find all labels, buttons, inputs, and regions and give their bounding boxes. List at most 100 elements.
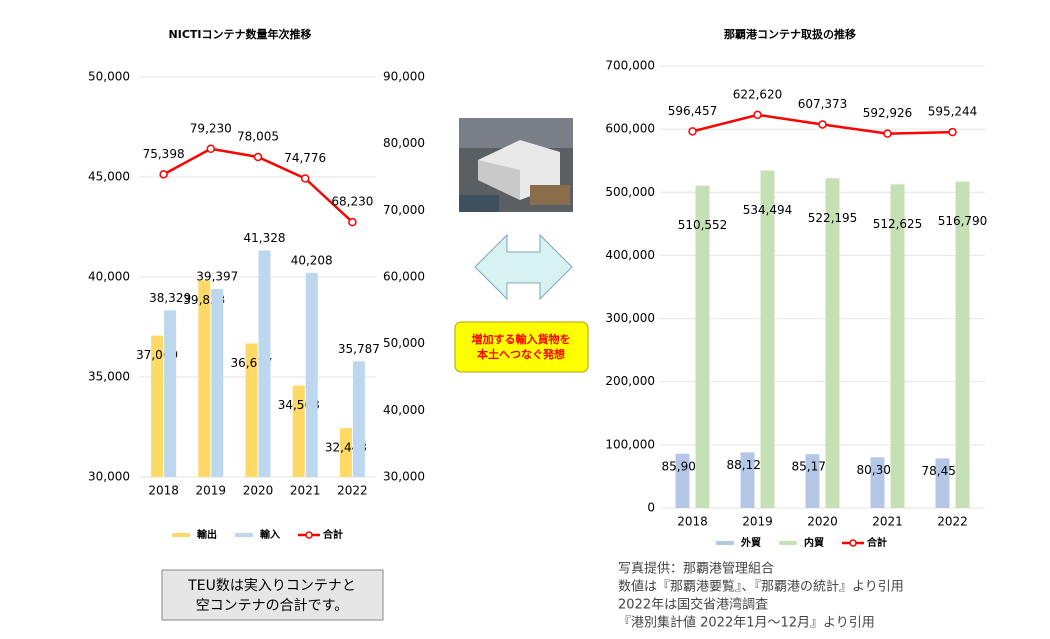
data-label: 74,776 <box>284 151 326 165</box>
line-marker <box>159 170 168 179</box>
note-text: 空コンテナの合計です。 <box>196 598 349 614</box>
legend-label: 輸入 <box>260 528 280 541</box>
credit-text: 2022年は国交省港湾調査 <box>618 597 768 613</box>
x-tick-label: 2018 <box>148 484 179 498</box>
y-tick-label: 35,000 <box>88 370 130 384</box>
data-label: 596,457 <box>668 104 718 118</box>
x-tick-label: 2022 <box>337 484 368 498</box>
data-label: 40,208 <box>291 253 333 267</box>
bar <box>305 272 318 477</box>
data-label: 41,328 <box>244 231 286 245</box>
y-tick-label: 600,000 <box>605 122 655 136</box>
line-marker <box>206 144 216 154</box>
data-label: 607,373 <box>798 97 848 111</box>
chart-title: NICTIコンテナ数量年次推移 <box>169 27 312 41</box>
y-tick-label: 400,000 <box>605 248 655 262</box>
data-label: 75,398 <box>143 147 185 161</box>
x-tick-label: 2019 <box>196 484 227 498</box>
bar <box>245 343 258 477</box>
credit-text: 数値は『那覇港要覧』、『那覇港の統計』より引用 <box>618 579 904 595</box>
legend-label: 外貿 <box>740 536 761 549</box>
line-marker <box>753 110 762 120</box>
credit-text: 『港別集計値 2022年1月～12月』より引用 <box>618 615 875 631</box>
line-marker <box>253 152 263 162</box>
bar <box>211 289 224 477</box>
legend-label: 輸出 <box>197 528 217 541</box>
x-tick-label: 2020 <box>807 515 838 529</box>
y-tick-label: 300,000 <box>605 311 655 325</box>
bar <box>675 453 690 508</box>
data-label: 88,126 <box>727 458 769 472</box>
y2-tick-label: 60,000 <box>383 270 425 284</box>
bar <box>292 385 305 477</box>
data-label: 68,230 <box>331 195 373 209</box>
y2-tick-label: 80,000 <box>383 136 425 150</box>
bar <box>870 457 885 508</box>
y-tick-label: 40,000 <box>88 270 130 284</box>
y2-tick-label: 40,000 <box>383 403 425 417</box>
bar <box>890 184 905 508</box>
data-label: 516,790 <box>938 214 988 228</box>
bar <box>935 458 950 508</box>
y-tick-label: 200,000 <box>605 374 655 388</box>
bar <box>258 250 271 477</box>
x-tick-label: 2020 <box>243 484 274 498</box>
data-label: 78,005 <box>237 129 279 143</box>
legend-label: 合計 <box>322 528 343 541</box>
data-label: 510,552 <box>678 218 728 232</box>
chart-title: 那覇港コンテナ取扱の推移 <box>724 27 856 41</box>
data-label: 85,178 <box>792 460 834 474</box>
line-marker <box>300 174 310 183</box>
y-tick-label: 100,000 <box>605 437 655 451</box>
bar <box>151 335 164 477</box>
note-box <box>161 569 384 621</box>
callout-text: 本土へつなぐ発想 <box>477 347 565 361</box>
bar <box>164 310 177 477</box>
data-label: 592,926 <box>863 106 913 120</box>
data-label: 534,494 <box>743 203 793 217</box>
y2-tick-label: 50,000 <box>383 336 425 350</box>
callout-box <box>454 321 589 373</box>
legend-label: 合計 <box>866 536 887 549</box>
line-marker <box>883 129 892 138</box>
x-tick-label: 2021 <box>290 484 321 498</box>
note-text: TEU数は実入りコンテナと <box>187 578 356 594</box>
double-arrow <box>474 233 573 301</box>
data-label: 512,625 <box>873 217 923 231</box>
bar <box>695 185 710 509</box>
callout-text: 増加する輸入貨物を <box>472 332 571 346</box>
legend-label: 内貿 <box>804 536 824 549</box>
data-label: 79,230 <box>190 121 232 135</box>
bar <box>805 454 820 508</box>
photo <box>459 118 573 212</box>
data-label: 39,397 <box>196 270 238 284</box>
line-marker <box>948 127 957 137</box>
bar <box>198 280 211 477</box>
data-label: 35,787 <box>338 342 380 356</box>
y-tick-label: 0 <box>647 501 655 515</box>
y-tick-label: 45,000 <box>88 170 130 184</box>
y-tick-label: 500,000 <box>605 185 655 199</box>
data-label: 622,620 <box>733 87 783 101</box>
data-label: 38,329 <box>149 291 191 305</box>
legend-swatch-marker <box>305 531 313 539</box>
bar <box>825 178 840 508</box>
credit-text: 写真提供：那覇港管理組合 <box>618 561 774 577</box>
y2-tick-label: 30,000 <box>383 470 425 484</box>
legend-swatch-marker <box>849 539 857 547</box>
bar <box>740 452 755 508</box>
data-label: 78,454 <box>922 464 964 478</box>
x-tick-label: 2019 <box>742 515 773 529</box>
line-marker <box>688 127 697 136</box>
y2-tick-label: 90,000 <box>383 70 425 84</box>
y-tick-label: 30,000 <box>88 470 130 484</box>
data-label: 595,244 <box>928 105 978 119</box>
bar <box>955 181 970 508</box>
bar <box>352 361 365 477</box>
data-label: 85,905 <box>662 459 704 473</box>
line-marker <box>348 217 357 227</box>
y-tick-label: 700,000 <box>605 59 655 73</box>
data-label: 522,195 <box>808 211 858 225</box>
x-tick-label: 2022 <box>937 515 968 529</box>
bar <box>339 428 352 477</box>
